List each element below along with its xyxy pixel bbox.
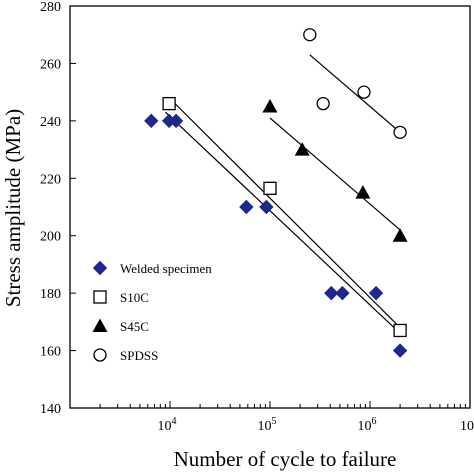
x-tick-label: 10 [460, 419, 474, 434]
x-tick-labels: 104 105 106 10 [158, 416, 474, 434]
data-point [162, 96, 176, 111]
y-axis-title: Stress amplitude (MPa) [1, 109, 25, 307]
data-point [263, 181, 277, 195]
y-tick-label: 240 [40, 115, 61, 130]
fit-lines [165, 54, 401, 334]
legend-label: S10C [120, 290, 149, 305]
data-point [393, 323, 407, 338]
y-tick-label: 200 [40, 230, 61, 245]
data-point [393, 125, 407, 139]
data-point [324, 285, 339, 301]
legend-marker [93, 290, 107, 304]
data-point [357, 85, 371, 99]
data-point [392, 228, 408, 242]
data-point [294, 142, 310, 156]
data-points [144, 28, 408, 358]
fit-line [165, 111, 401, 334]
fit-line [171, 100, 401, 329]
legend-label: S45C [120, 319, 149, 334]
x-tick-label: 104 [158, 416, 177, 434]
y-tick-label: 280 [40, 0, 61, 15]
legend-label: Welded specimen [120, 261, 212, 276]
data-point [303, 28, 317, 42]
y-tick-label: 140 [40, 402, 61, 417]
x-tick-exponent: 5 [272, 416, 277, 427]
data-point [392, 343, 408, 358]
x-tick-label: 105 [258, 416, 277, 434]
legend-label: SPDSS [120, 348, 158, 363]
fit-line [269, 117, 401, 231]
legend-marker [92, 318, 108, 332]
x-axis-title: Number of cycle to failure [174, 447, 397, 471]
x-tick-exponent: 6 [372, 416, 377, 427]
data-point [144, 113, 159, 129]
data-point [262, 99, 278, 113]
legend: Welded specimen S10C S45C SPDSS [92, 260, 212, 363]
y-tick-label: 220 [40, 172, 61, 187]
y-tick-labels: 140 160 180 200 220 240 260 280 [40, 0, 61, 417]
fit-line [309, 54, 401, 133]
y-tick-label: 180 [40, 287, 61, 302]
legend-marker [92, 260, 108, 276]
legend-marker [93, 348, 107, 362]
data-point [316, 96, 330, 111]
y-tick-label: 160 [40, 345, 61, 360]
x-tick-exponent: 4 [172, 416, 177, 427]
data-point [355, 185, 371, 199]
data-point [259, 199, 274, 215]
data-point [239, 199, 254, 215]
data-point [168, 113, 184, 129]
data-point [335, 285, 350, 301]
data-point [368, 285, 384, 301]
axes-layer [69, 5, 471, 409]
x-tick-label: 106 [358, 416, 377, 434]
y-tick-label: 260 [40, 57, 61, 72]
